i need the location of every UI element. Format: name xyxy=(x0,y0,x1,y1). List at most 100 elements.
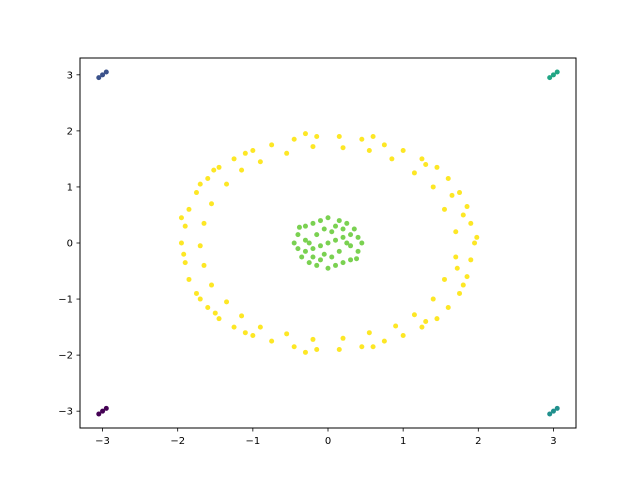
scatter-point xyxy=(354,256,360,262)
scatter-point xyxy=(340,145,346,151)
scatter-point xyxy=(464,204,470,210)
scatter-point xyxy=(457,190,463,196)
scatter-point xyxy=(430,184,436,190)
scatter-point xyxy=(423,162,429,168)
scatter-point xyxy=(186,206,192,212)
scatter-point xyxy=(329,229,335,235)
scatter-point xyxy=(333,223,339,229)
scatter-point xyxy=(445,304,451,310)
scatter-point xyxy=(224,299,230,305)
scatter-point xyxy=(445,176,451,182)
scatter-point xyxy=(393,323,399,329)
scatter-point xyxy=(310,336,316,342)
x-tick-label: 1 xyxy=(400,436,406,447)
scatter-point xyxy=(336,133,342,139)
y-tick-label: 3 xyxy=(67,70,73,81)
scatter-point xyxy=(314,232,320,238)
scatter-point xyxy=(302,349,308,355)
scatter-point xyxy=(366,330,372,336)
y-tick-label: 1 xyxy=(67,182,73,193)
scatter-point xyxy=(291,344,297,350)
scatter-point xyxy=(314,347,320,353)
y-tick-label: −3 xyxy=(58,407,73,418)
scatter-point xyxy=(242,330,248,336)
plot-frame xyxy=(79,57,577,429)
scatter-point xyxy=(209,282,215,288)
scatter-point xyxy=(340,226,346,232)
scatter-point xyxy=(178,215,184,221)
y-tick-label: −1 xyxy=(58,295,73,306)
scatter-point xyxy=(103,405,109,411)
scatter-point xyxy=(306,240,312,246)
scatter-point xyxy=(197,296,203,302)
scatter-point xyxy=(216,316,222,322)
scatter-point xyxy=(182,260,188,266)
x-tick-label: −2 xyxy=(170,436,185,447)
scatter-point xyxy=(186,276,192,282)
scatter-point xyxy=(296,224,302,230)
scatter-point xyxy=(325,265,331,271)
scatter-point xyxy=(242,150,248,156)
scatter-point xyxy=(96,411,102,417)
scatter-point xyxy=(550,408,556,414)
scatter-point xyxy=(468,220,474,226)
scatter-point xyxy=(291,136,297,142)
scatter-point xyxy=(454,265,460,271)
scatter-point xyxy=(434,316,440,322)
scatter-point xyxy=(336,248,342,254)
scatter-point xyxy=(381,142,387,148)
scatter-point xyxy=(370,133,376,139)
scatter-point xyxy=(257,324,263,330)
scatter-point xyxy=(201,262,207,268)
scatter-point xyxy=(302,223,308,229)
scatter-point xyxy=(411,170,417,176)
scatter-point xyxy=(457,290,463,296)
scatter-point xyxy=(453,229,459,235)
scatter-point xyxy=(295,246,301,252)
scatter-point xyxy=(547,411,553,417)
scatter-point xyxy=(321,226,327,232)
y-tick-label: −2 xyxy=(58,351,73,362)
scatter-point xyxy=(340,234,346,240)
scatter-point xyxy=(325,215,331,221)
scatter-point xyxy=(340,335,346,341)
data-points xyxy=(96,69,560,417)
scatter-point xyxy=(359,240,365,246)
scatter-point xyxy=(239,313,245,319)
scatter-point xyxy=(359,344,365,350)
scatter-point xyxy=(100,408,106,414)
scatter-point xyxy=(310,144,316,150)
scatter-point xyxy=(284,331,290,337)
scatter-point xyxy=(336,218,342,224)
y-tick-label: 2 xyxy=(67,126,73,137)
scatter-point xyxy=(340,260,346,266)
scatter-point xyxy=(344,240,350,246)
scatter-point xyxy=(239,167,245,173)
scatter-point xyxy=(317,218,323,224)
scatter-point xyxy=(351,226,357,232)
y-axis-ticks: −3 −2 −1 0 1 2 3 xyxy=(58,70,80,418)
scatter-point xyxy=(336,347,342,353)
y-tick-label: 0 xyxy=(67,239,73,250)
scatter-point xyxy=(441,206,447,212)
x-tick-label: 2 xyxy=(475,436,481,447)
scatter-point xyxy=(193,190,199,196)
scatter-point xyxy=(325,240,331,246)
scatter-point xyxy=(460,282,466,288)
scatter-point xyxy=(468,257,474,263)
scatter-point xyxy=(329,254,335,260)
scatter-point xyxy=(299,254,305,260)
scatter-point xyxy=(178,240,184,246)
scatter-point xyxy=(211,167,217,173)
scatter-point xyxy=(103,69,109,75)
scatter-point xyxy=(224,181,230,187)
scatter-point xyxy=(547,75,553,81)
x-axis-ticks: −3 −2 −1 0 1 2 3 xyxy=(95,428,557,447)
scatter-point xyxy=(310,246,316,252)
scatter-point xyxy=(314,133,320,139)
scatter-point xyxy=(100,72,106,78)
scatter-point xyxy=(250,333,256,338)
scatter-point xyxy=(197,243,203,249)
scatter-point xyxy=(302,237,308,243)
scatter-point xyxy=(212,310,218,316)
